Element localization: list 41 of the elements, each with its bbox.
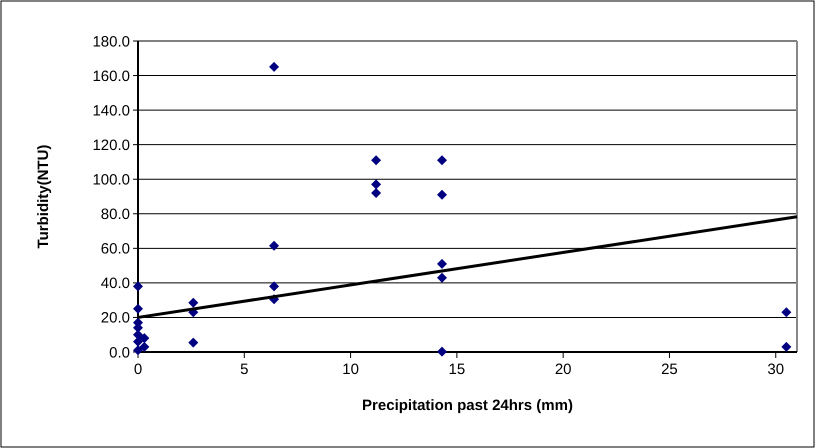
point — [436, 190, 447, 200]
point — [269, 240, 280, 251]
point — [133, 304, 143, 314]
point — [133, 336, 143, 347]
y-axis-title: Turbidity(NTU) — [35, 144, 52, 248]
point — [139, 333, 150, 344]
y-tick-label: 0.0 — [109, 344, 130, 362]
point — [371, 155, 382, 166]
point — [436, 155, 447, 166]
y-tick-label: 20.0 — [100, 310, 130, 327]
x-tick-label: 0 — [134, 361, 142, 378]
y-tick-label: 180.0 — [92, 33, 130, 50]
point — [269, 62, 280, 72]
point — [436, 272, 447, 283]
point — [133, 330, 143, 340]
x-tick-label: 15 — [448, 361, 466, 378]
x-tick-label: 25 — [661, 361, 678, 378]
point — [133, 345, 143, 356]
point — [436, 346, 447, 357]
x-tick-label: 5 — [240, 361, 248, 378]
point — [269, 281, 280, 292]
point — [781, 307, 792, 318]
point — [371, 188, 382, 198]
x-tick-label: 30 — [767, 361, 784, 378]
x-tick-label: 10 — [342, 361, 359, 378]
point — [781, 342, 792, 352]
point — [133, 281, 143, 292]
y-tick-label: 160.0 — [92, 68, 130, 85]
y-tick-label: 100.0 — [92, 171, 130, 188]
point — [371, 179, 382, 190]
y-tick-label: 40.0 — [100, 275, 130, 292]
point — [188, 338, 198, 348]
x-tick-label: 20 — [554, 361, 572, 378]
y-tick-label: 80.0 — [100, 206, 130, 224]
y-tick-label: 60.0 — [100, 240, 130, 258]
point — [188, 298, 198, 308]
point — [436, 258, 447, 269]
point — [139, 342, 150, 352]
y-tick-label: 140.0 — [92, 102, 130, 120]
x-axis-title: Precipitation past 24hrs (mm) — [362, 397, 573, 414]
y-tick-label: 120.0 — [92, 136, 130, 154]
